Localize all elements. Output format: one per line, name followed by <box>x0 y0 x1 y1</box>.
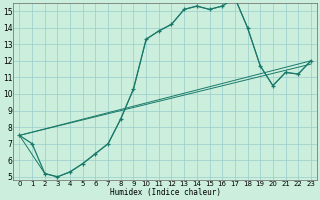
X-axis label: Humidex (Indice chaleur): Humidex (Indice chaleur) <box>110 188 221 197</box>
